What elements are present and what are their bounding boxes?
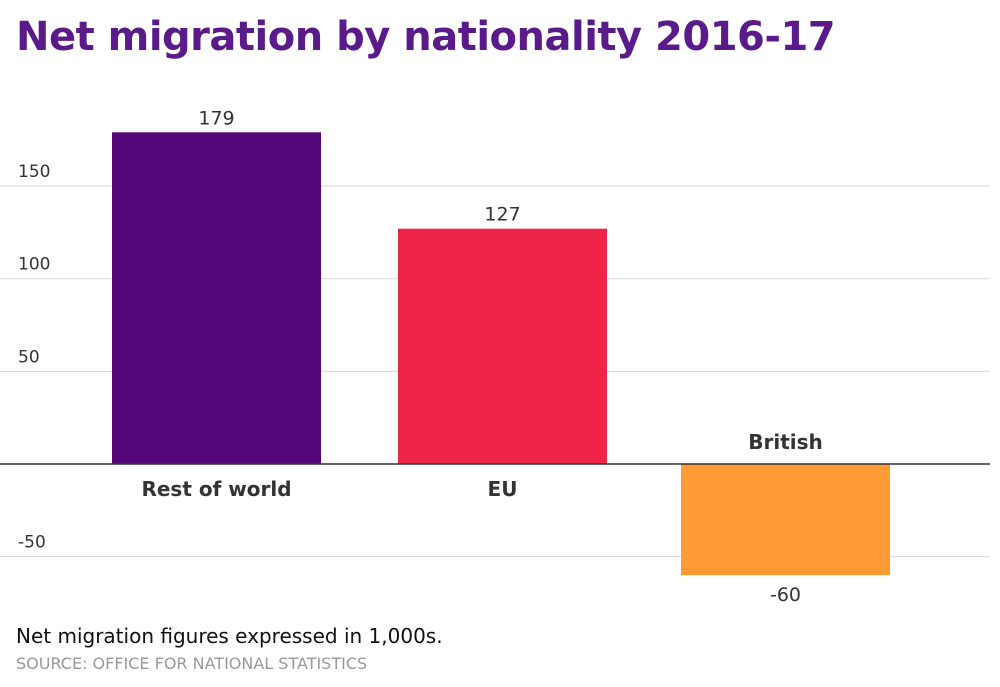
category-label: Rest of world — [141, 477, 291, 501]
data-label: -60 — [770, 584, 801, 606]
chart-title: Net migration by nationality 2016-17 — [16, 14, 836, 60]
y-tick-label: -50 — [18, 533, 46, 553]
chart-source: SOURCE: OFFICE FOR NATIONAL STATISTICS — [16, 654, 368, 673]
bar-eu — [398, 228, 607, 464]
bar-rest-of-world — [112, 132, 321, 465]
bar-british — [681, 464, 890, 576]
category-label: EU — [488, 477, 518, 501]
category-label: British — [748, 430, 823, 454]
data-label: 127 — [484, 204, 520, 226]
y-tick-label: 150 — [18, 162, 50, 182]
chart-note: Net migration figures expressed in 1,000… — [16, 624, 443, 648]
y-tick-label: 50 — [18, 347, 40, 367]
y-tick-label: 100 — [18, 255, 50, 275]
data-label: 179 — [198, 107, 234, 129]
